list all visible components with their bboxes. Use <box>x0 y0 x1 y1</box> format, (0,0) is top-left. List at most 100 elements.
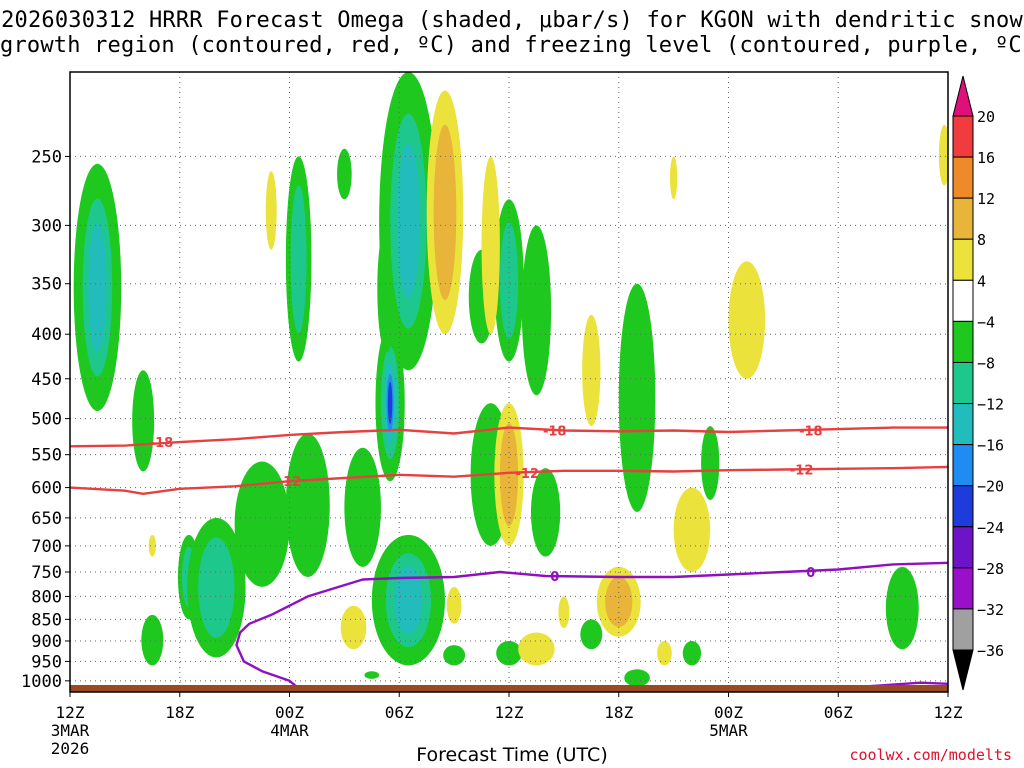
y-tick-label-400: 400 <box>31 325 62 345</box>
omega-pos-blob-3 <box>481 156 500 335</box>
colorbar-label: 20 <box>977 108 995 126</box>
omega-neg-blob-8-level <box>337 148 352 200</box>
omega-pos-blob-0 <box>265 171 277 250</box>
omega-neg-blob-23 <box>624 669 650 687</box>
x-tick-date-label: 3MAR <box>51 721 90 740</box>
contour-label-0: 0 <box>550 570 559 585</box>
colorbar-over-arrow <box>952 75 974 117</box>
omega-pos-blob-3-level <box>481 156 500 335</box>
omega-neg-blob-25-level <box>701 426 720 500</box>
y-tick-label-750: 750 <box>31 563 62 583</box>
x-tick-date-label: 5MAR <box>709 721 748 740</box>
x-tick-label: 12Z <box>56 703 85 722</box>
grid-lines <box>70 72 948 692</box>
omega-pos-blob-7-level <box>518 632 555 666</box>
omega-neg-blob-24-level <box>682 640 702 666</box>
x-tick-label: 00Z <box>714 703 743 722</box>
omega-neg-blob-6 <box>285 156 312 362</box>
terrain-strip <box>70 685 948 692</box>
y-tick-label-500: 500 <box>31 410 62 430</box>
plot-area: -18 -18 -18 -12 -12 -12 0 0 <box>70 72 948 692</box>
omega-pos-blob-5 <box>340 605 367 650</box>
omega-neg-blob-13 <box>371 534 445 666</box>
omega-pos-blob-6 <box>446 586 462 624</box>
contour-label-0: 0 <box>806 566 815 581</box>
omega-neg-blob-1-level <box>132 370 155 472</box>
omega-neg-blob-26 <box>885 566 919 650</box>
chart-title-line2: growth region (contoured, red, ºC) and f… <box>0 33 1024 58</box>
omega-neg-blob-6-level <box>290 185 307 333</box>
omega-pos-blob-10-level <box>605 576 633 627</box>
x-tick-label: 00Z <box>275 703 304 722</box>
omega-neg-blob-20-level <box>496 640 522 666</box>
y-tick-label-700: 700 <box>31 537 62 557</box>
omega-pos-blob-9-level <box>582 314 601 427</box>
contour-label--18: -18 <box>799 425 823 440</box>
omega-neg-blob-7 <box>285 433 330 578</box>
omega-neg-blob-17 <box>494 199 524 362</box>
colorbar-bin <box>952 526 974 569</box>
colorbar-bin <box>952 361 974 405</box>
contour-label--18: -18 <box>543 425 567 440</box>
omega-pos-blob-8-level <box>558 596 570 629</box>
omega-neg-blob-26-level <box>885 566 919 650</box>
contour-label--12: -12 <box>790 464 814 479</box>
y-tick-label-350: 350 <box>31 275 62 295</box>
omega-neg-blob-23-level <box>624 669 650 687</box>
omega-neg-blob-14 <box>443 645 466 666</box>
omega-pos-blob-12-level <box>673 487 711 572</box>
y-tick-label-450: 450 <box>31 370 62 390</box>
y-tick-label-550: 550 <box>31 446 62 466</box>
y-tick-label-850: 850 <box>31 610 62 630</box>
omega-pos-blob-10 <box>596 566 641 637</box>
contour-label--12: -12 <box>278 475 302 490</box>
x-tick-year-label: 2026 <box>51 739 90 758</box>
omega-pos-blob-15-level <box>938 124 948 186</box>
omega-neg-blob-24 <box>682 640 702 666</box>
omega-pos-blob-13-level <box>728 261 766 379</box>
omega-pos-blob-7 <box>518 632 555 666</box>
omega-pos-blob-1-level <box>148 534 156 557</box>
omega-pos-blob-1 <box>148 534 156 557</box>
omega-pos-blob-2-level <box>433 124 457 301</box>
colorbar-label: −16 <box>977 437 1004 455</box>
colorbar-label: −24 <box>977 519 1004 537</box>
colorbar: 20 16 12 8 4 −4 −8 −12 −16 −20 −24 −28 −32 −36 <box>952 75 1004 691</box>
omega-neg-blob-14-level <box>443 645 466 666</box>
omega-neg-blob-8 <box>337 148 352 200</box>
colorbar-bin <box>952 156 974 199</box>
contour-label--18: -18 <box>150 436 174 451</box>
omega-pos-blob-5-level <box>340 605 367 650</box>
colorbar-bin <box>952 115 974 158</box>
omega-neg-blob-20 <box>496 640 522 666</box>
x-tick-date-label: 4MAR <box>270 721 309 740</box>
omega-neg-blob-22-level <box>618 283 656 512</box>
colorbar-bin <box>952 567 974 610</box>
omega-neg-blob-27-level <box>364 671 380 679</box>
y-tick-label-1000: 1000 <box>21 672 62 692</box>
y-tick-label-650: 650 <box>31 509 62 529</box>
omega-pos-blob-15 <box>938 124 948 186</box>
omega-pos-blob-14 <box>669 156 678 200</box>
source-credit: coolwx.com/modelts <box>849 746 1012 764</box>
omega-pos-blob-4 <box>494 403 524 546</box>
colorbar-label: −32 <box>977 601 1004 619</box>
x-tick-label: 18Z <box>604 703 633 722</box>
x-tick-label: 06Z <box>824 703 853 722</box>
omega-neg-blob-2-level <box>141 614 164 666</box>
chart-title-line1: 2026030312 HRRR Forecast Omega (shaded, … <box>1 8 1023 33</box>
x-tick-label: 18Z <box>165 703 194 722</box>
colorbar-bin <box>952 279 974 322</box>
omega-pos-blob-9 <box>582 314 601 427</box>
colorbar-label: −12 <box>977 396 1004 414</box>
omega-neg-blob-19-level <box>530 468 561 557</box>
contour-line--12 <box>70 465 948 495</box>
colorbar-label: −4 <box>977 313 995 331</box>
omega-neg-blob-17-level <box>499 222 519 339</box>
colorbar-bin <box>952 608 974 651</box>
omega-pos-blob-8 <box>558 596 570 629</box>
y-tick-label-900: 900 <box>31 632 62 652</box>
omega-neg-blob-22 <box>618 283 656 512</box>
omega-neg-blob-13-level <box>394 566 423 634</box>
